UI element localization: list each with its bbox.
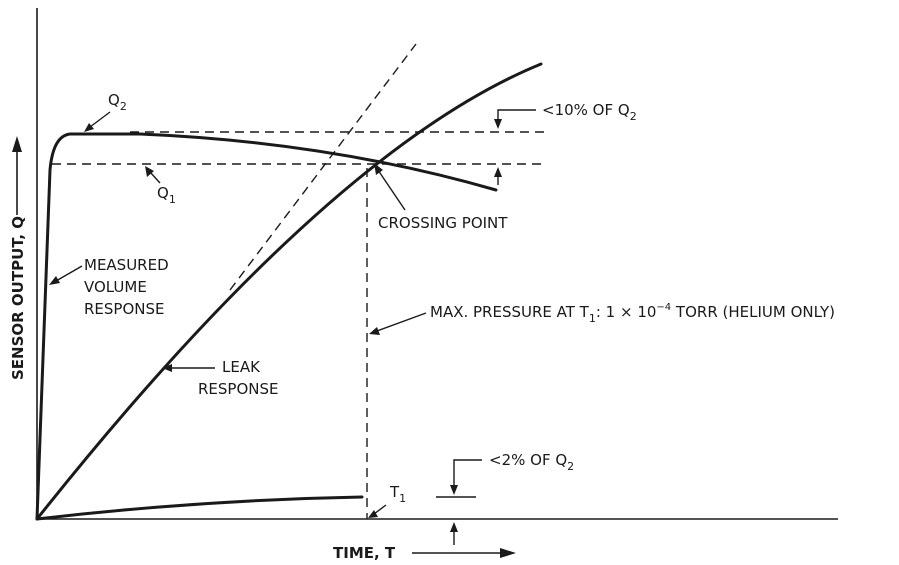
crossing-point-label: CROSSING POINT <box>378 214 508 232</box>
leak-response-label: LEAK RESPONSE <box>198 358 279 398</box>
q2-leader-head <box>84 123 94 132</box>
ten-percent-label: <10% OF Q2 <box>542 101 637 123</box>
max-pressure-label: MAX. PRESSURE AT T1: 1 × 10−4 TORR (HELI… <box>430 302 835 325</box>
two-percent-leader <box>453 459 482 487</box>
two-percent-arrow-up <box>450 522 458 532</box>
y-axis-label: SENSOR OUTPUT, Q <box>9 216 27 380</box>
crossing-point-leader-head <box>374 163 383 175</box>
t1-leader-head <box>368 510 378 518</box>
two-percent-label: <2% OF Q2 <box>489 451 574 473</box>
q2-leader <box>89 111 111 128</box>
q2-label: Q2 <box>108 91 127 113</box>
measured-volume-label: MEASURED VOLUME RESPONSE <box>84 256 173 318</box>
leak-tangent-dashed <box>229 43 417 291</box>
max-pressure-leader-head <box>369 327 380 335</box>
measured-volume-leader <box>55 265 83 282</box>
ten-percent-arrow-down <box>494 119 502 129</box>
x-axis-arrow-head <box>500 548 516 558</box>
leak-response-leader-head <box>162 364 172 372</box>
measured-volume-response-curve <box>35 132 498 521</box>
two-percent-arrow-down <box>450 485 458 495</box>
t1-label: T1 <box>389 483 406 505</box>
y-axis-arrow-head <box>12 136 22 152</box>
measured-volume-leader-head <box>49 276 60 285</box>
q1-leader <box>149 171 161 184</box>
ten-percent-leader <box>497 109 536 121</box>
max-pressure-leader <box>376 312 427 332</box>
q1-leader-head <box>145 166 154 177</box>
q1-label: Q1 <box>157 184 176 206</box>
baseline-response-curve <box>35 495 364 521</box>
crossing-point-leader <box>377 169 406 211</box>
ten-percent-arrow-up <box>494 167 502 177</box>
t1-leader <box>373 504 387 515</box>
x-axis-label: TIME, T <box>333 544 396 562</box>
leak-response-curve <box>35 62 543 521</box>
